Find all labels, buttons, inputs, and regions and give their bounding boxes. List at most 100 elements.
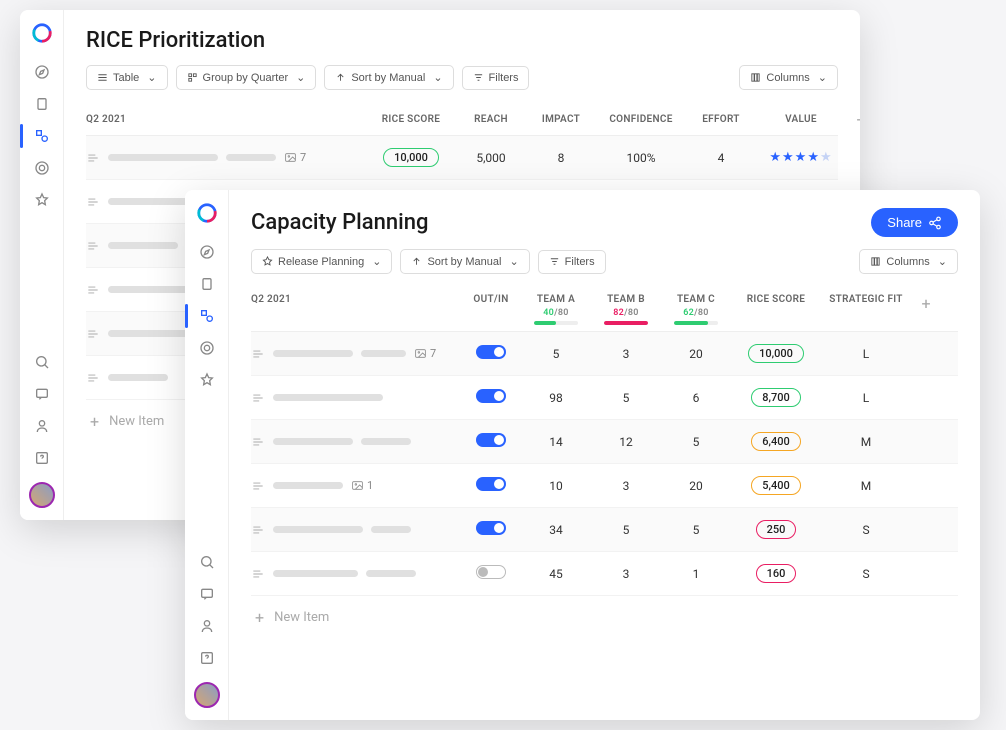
clipboard-icon[interactable]: [193, 270, 221, 298]
star-icon[interactable]: [193, 366, 221, 394]
group-dropdown[interactable]: Group by Quarter⌄: [176, 65, 317, 90]
avatar[interactable]: [29, 482, 55, 508]
toggle-switch: [476, 477, 506, 491]
item-name-cell[interactable]: [251, 523, 461, 537]
col-reach: REACH: [456, 114, 526, 125]
clipboard-icon[interactable]: [28, 90, 56, 118]
table-row[interactable]: 1103205,400M: [251, 464, 958, 508]
sidebar: [185, 190, 229, 720]
star-icon[interactable]: [28, 186, 56, 214]
add-column-button[interactable]: +: [911, 294, 941, 313]
drag-icon[interactable]: [251, 391, 265, 405]
drag-icon[interactable]: [86, 283, 100, 297]
fit-cell: S: [821, 523, 911, 537]
team-c-cell: 6: [661, 391, 731, 405]
release-dropdown[interactable]: Release Planning⌄: [251, 249, 392, 274]
col-effort: EFFORT: [686, 114, 756, 125]
drag-icon[interactable]: [251, 523, 265, 537]
team-a-cell: 34: [521, 523, 591, 537]
message-icon[interactable]: [193, 580, 221, 608]
drag-icon[interactable]: [86, 327, 100, 341]
search-icon[interactable]: [193, 548, 221, 576]
drag-icon[interactable]: [251, 479, 265, 493]
rice-score-cell: 160: [731, 564, 821, 583]
columns-dropdown[interactable]: Columns⌄: [859, 249, 958, 274]
image-count-badge: 7: [284, 151, 306, 164]
confidence-cell: 100%: [596, 151, 686, 165]
sidebar: [20, 10, 64, 520]
fit-cell: M: [821, 479, 911, 493]
fit-cell: S: [821, 567, 911, 581]
item-name-cell[interactable]: [251, 567, 461, 581]
target-icon[interactable]: [193, 334, 221, 362]
fit-cell: L: [821, 347, 911, 361]
col-rice-score: RICE SCORE: [731, 294, 821, 305]
toggle-cell[interactable]: [461, 565, 521, 582]
team-b-cell: 5: [591, 523, 661, 537]
toggle-cell[interactable]: [461, 521, 521, 538]
col-impact: IMPACT: [526, 114, 596, 125]
share-button[interactable]: Share: [871, 208, 958, 237]
sort-dropdown[interactable]: Sort by Manual⌄: [324, 65, 453, 90]
table-row[interactable]: 710,0005,0008100%4★★★★★: [86, 136, 838, 180]
toggle-cell[interactable]: [461, 477, 521, 494]
sort-dropdown[interactable]: Sort by Manual⌄: [400, 249, 529, 274]
team-a-cell: 98: [521, 391, 591, 405]
share-icon: [928, 216, 942, 230]
team-a-cell: 45: [521, 567, 591, 581]
help-icon[interactable]: [28, 444, 56, 472]
table-row[interactable]: 4531160S: [251, 552, 958, 596]
item-name-cell[interactable]: 7: [86, 151, 366, 165]
rice-score-cell: 250: [731, 520, 821, 539]
compass-icon[interactable]: [28, 58, 56, 86]
reach-cell: 5,000: [456, 151, 526, 165]
table-row[interactable]: 98568,700L: [251, 376, 958, 420]
user-icon[interactable]: [193, 612, 221, 640]
avatar[interactable]: [194, 682, 220, 708]
drag-icon[interactable]: [86, 151, 100, 165]
item-name-cell[interactable]: [251, 435, 461, 449]
table-row[interactable]: 7532010,000L: [251, 332, 958, 376]
image-count-badge: 1: [351, 479, 373, 492]
rice-score-cell: 8,700: [731, 388, 821, 407]
table-row[interactable]: 141256,400M: [251, 420, 958, 464]
item-name-cell[interactable]: 7: [251, 347, 461, 361]
toggle-cell[interactable]: [461, 345, 521, 362]
item-name-cell[interactable]: [251, 391, 461, 405]
user-icon[interactable]: [28, 412, 56, 440]
target-icon[interactable]: [28, 154, 56, 182]
message-icon[interactable]: [28, 380, 56, 408]
shapes-icon[interactable]: [193, 302, 221, 330]
col-outin: OUT/IN: [461, 294, 521, 305]
team-a-cell: 5: [521, 347, 591, 361]
new-item-button[interactable]: + New Item: [251, 596, 958, 639]
table-row[interactable]: 3455250S: [251, 508, 958, 552]
item-name-cell[interactable]: 1: [251, 479, 461, 493]
filters-button[interactable]: Filters: [538, 250, 606, 274]
columns-dropdown[interactable]: Columns⌄: [739, 65, 838, 90]
help-icon[interactable]: [193, 644, 221, 672]
team-c-cell: 5: [661, 523, 731, 537]
drag-icon[interactable]: [86, 371, 100, 385]
team-b-cell: 5: [591, 391, 661, 405]
section-title: Q2 2021: [251, 294, 461, 305]
toggle-cell[interactable]: [461, 433, 521, 450]
team-a-cell: 10: [521, 479, 591, 493]
drag-icon[interactable]: [86, 195, 100, 209]
shapes-icon[interactable]: [28, 122, 56, 150]
toggle-switch: [476, 565, 506, 579]
drag-icon[interactable]: [251, 435, 265, 449]
team-b-cell: 3: [591, 567, 661, 581]
drag-icon[interactable]: [86, 239, 100, 253]
drag-icon[interactable]: [251, 567, 265, 581]
rice-score-cell: 10,000: [366, 148, 456, 167]
view-dropdown[interactable]: Table⌄: [86, 65, 168, 90]
filters-button[interactable]: Filters: [462, 66, 530, 90]
search-icon[interactable]: [28, 348, 56, 376]
add-column-button[interactable]: +: [846, 110, 860, 129]
drag-icon[interactable]: [251, 347, 265, 361]
toggle-switch: [476, 389, 506, 403]
compass-icon[interactable]: [193, 238, 221, 266]
toggle-cell[interactable]: [461, 389, 521, 406]
grid-header: Q2 2021 OUT/IN TEAM A 40/80 TEAM B 82/80…: [251, 288, 958, 332]
